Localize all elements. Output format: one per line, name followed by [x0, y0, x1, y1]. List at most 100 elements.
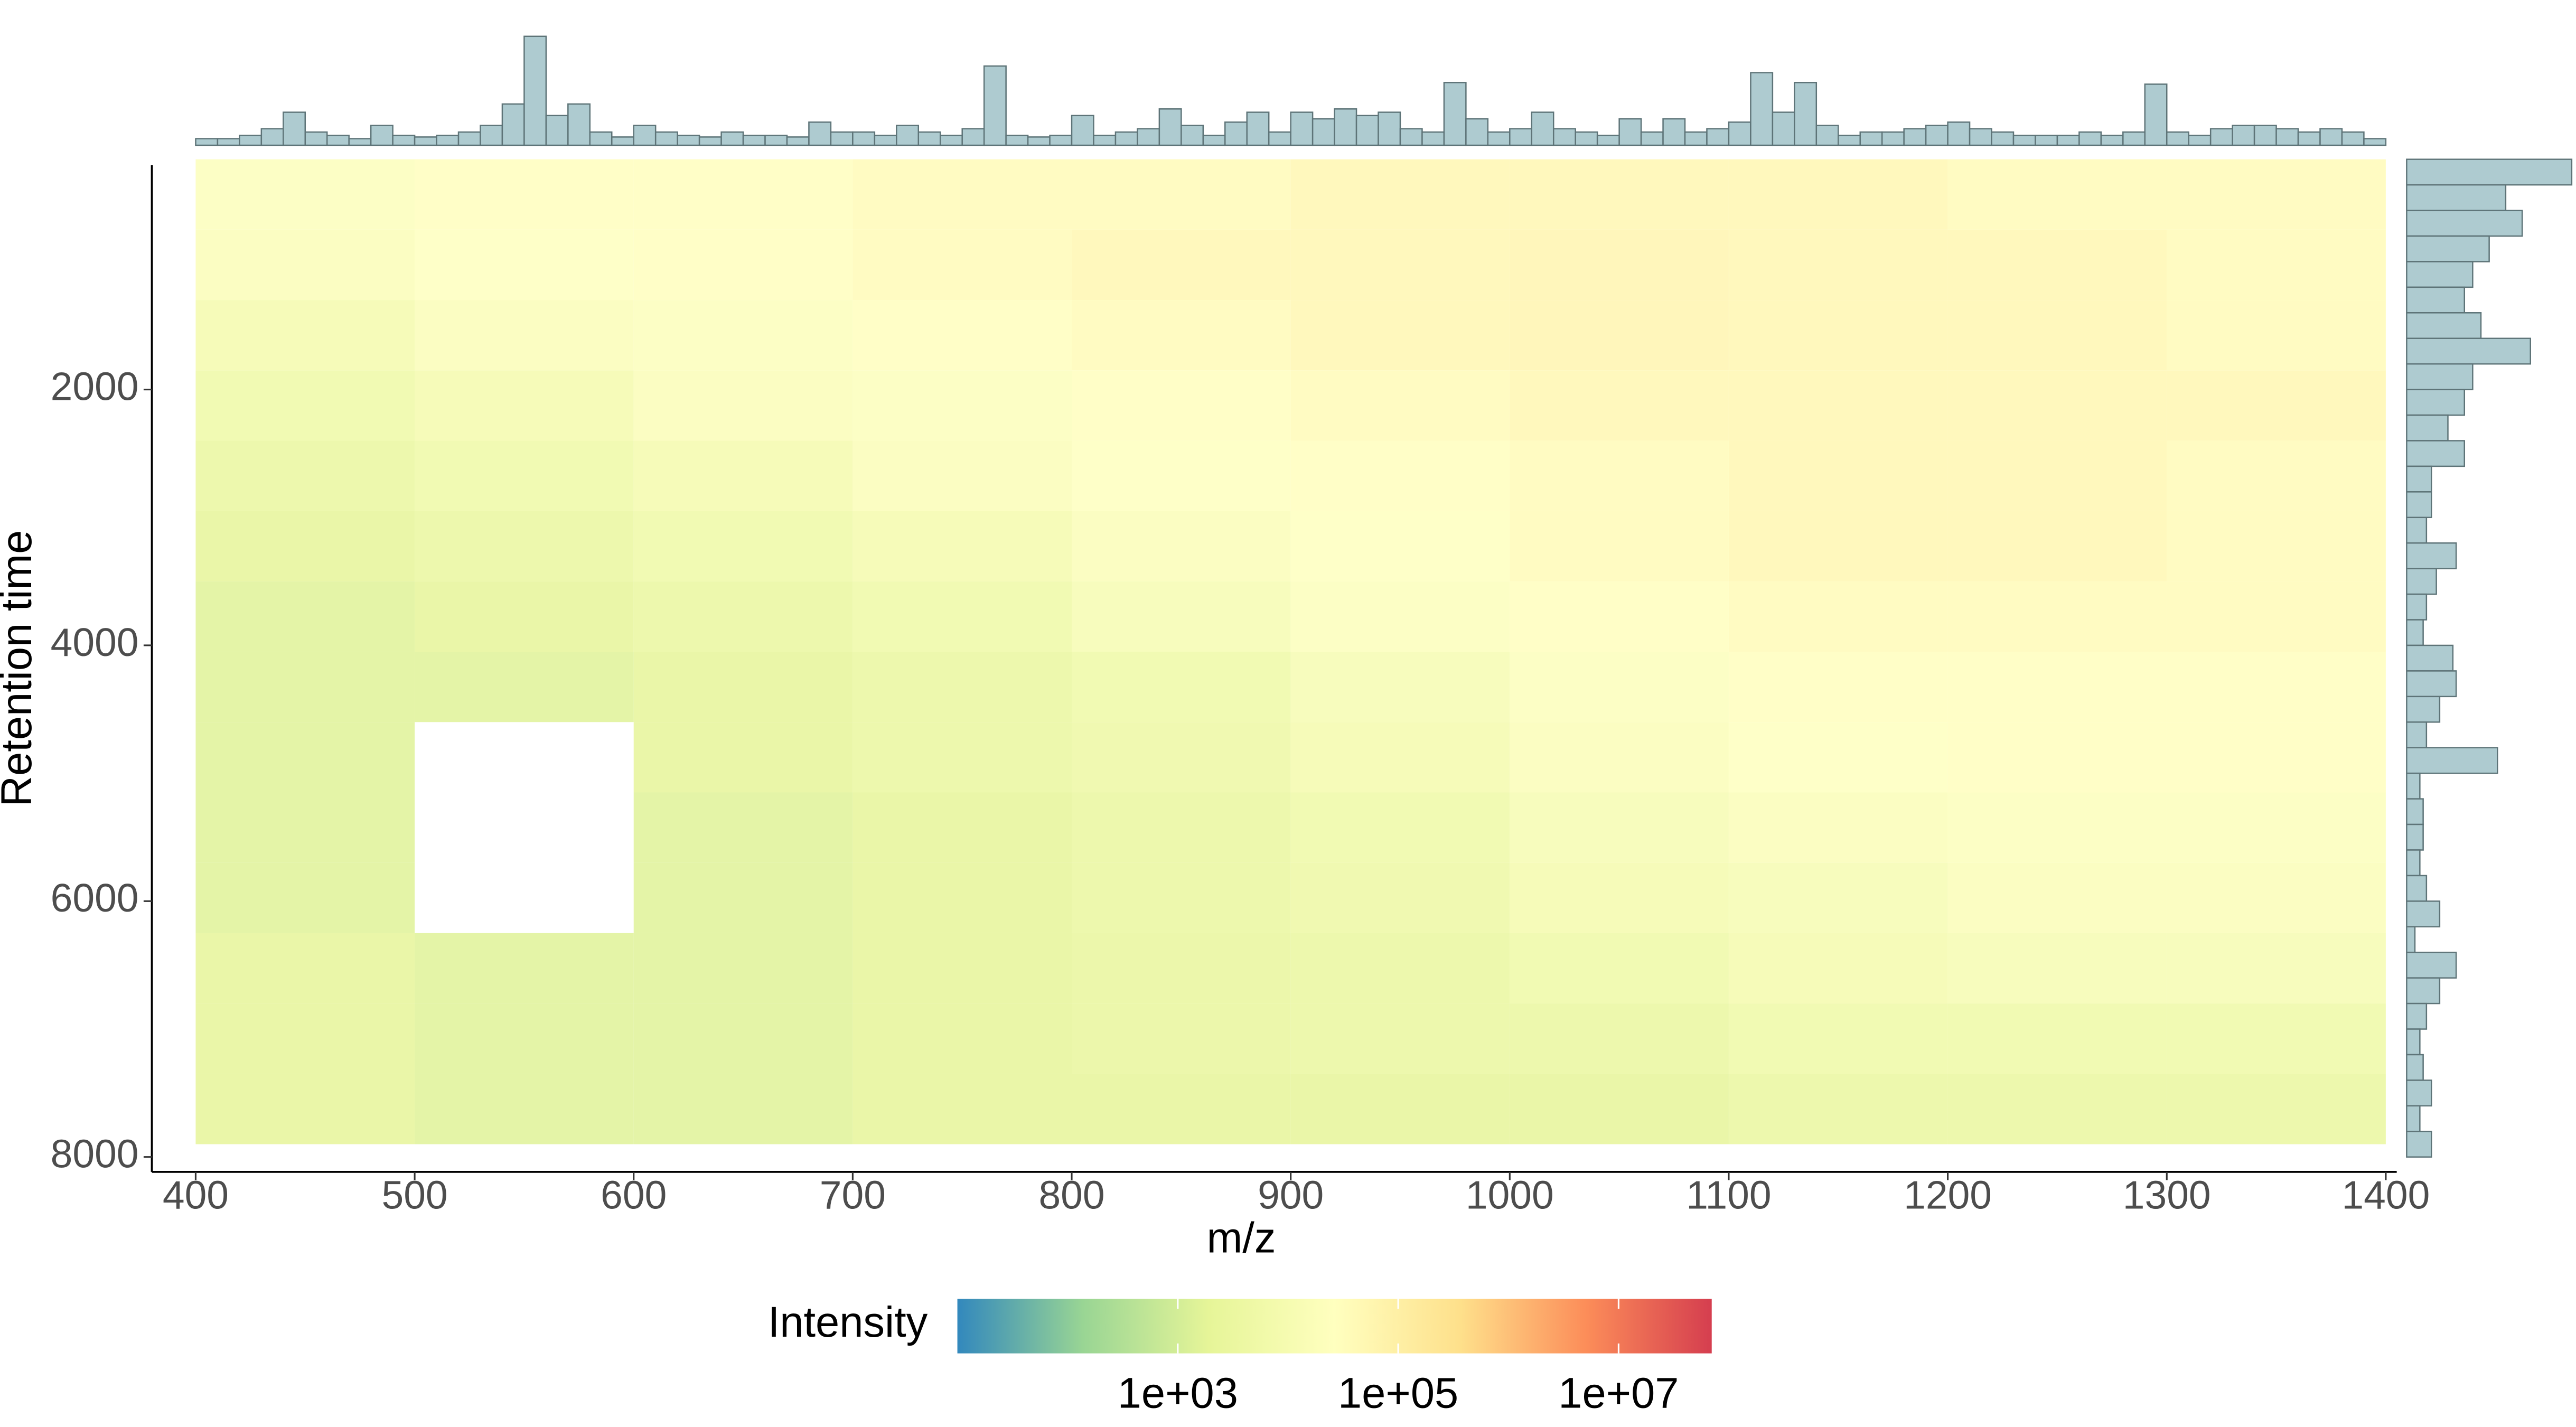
histogram-bar — [1158, 108, 1182, 146]
histogram-bar — [2341, 131, 2365, 146]
histogram-bar — [2406, 414, 2449, 442]
histogram-bar — [436, 135, 460, 146]
histogram-bar — [1903, 128, 1927, 146]
heatmap-cell — [1072, 370, 1291, 441]
heatmap-cell — [2167, 722, 2386, 793]
histogram-bar — [830, 131, 854, 146]
heatmap-cell — [1947, 229, 2167, 301]
heatmap-cell — [195, 1074, 415, 1144]
x-tick-label: 1100 — [1686, 1173, 1771, 1217]
heatmap-cell — [1728, 652, 1948, 722]
histogram-bar — [2406, 696, 2441, 723]
colorbar-tick-label: 1e+03 — [1118, 1369, 1238, 1417]
heatmap-cell — [1947, 933, 2167, 1004]
heatmap-cell — [1510, 1003, 1729, 1074]
histogram-bar — [1202, 135, 1226, 146]
heatmap-cell — [853, 370, 1072, 441]
heatmap-cell — [633, 862, 853, 933]
histogram-bar — [633, 125, 657, 146]
heatmap-cell — [415, 440, 634, 511]
histogram-bar — [2232, 125, 2255, 146]
histogram-bar — [1093, 135, 1117, 146]
heatmap-cell — [415, 1074, 634, 1144]
heatmap-cell — [633, 300, 853, 371]
histogram-bar — [2406, 900, 2441, 928]
heatmap-cell — [415, 933, 634, 1004]
histogram-bar — [239, 135, 263, 146]
histogram-bar — [917, 131, 941, 146]
histogram-bar — [2406, 1028, 2421, 1056]
x-tick-label: 400 — [163, 1173, 229, 1217]
histogram-bar — [2406, 951, 2457, 979]
heatmap-cell — [853, 300, 1072, 371]
histogram-bar — [1750, 72, 1774, 146]
heatmap-cell — [1728, 511, 1948, 581]
y-tick-label: 2000 — [51, 364, 139, 408]
histogram-bar — [852, 131, 876, 146]
heatmap-cell — [195, 581, 415, 652]
histogram-bar — [2406, 849, 2421, 877]
histogram-bar — [480, 125, 503, 146]
histogram-bar — [2406, 1002, 2428, 1030]
histogram-bar — [961, 128, 985, 146]
histogram-bar — [2406, 593, 2428, 621]
heatmap-cell — [1947, 440, 2167, 511]
heatmap-cell — [853, 792, 1072, 863]
heatmap-cell — [415, 652, 634, 722]
histogram-bar — [1443, 82, 1467, 146]
histogram-bar — [1312, 118, 1335, 146]
heatmap-cell — [1947, 511, 2167, 581]
heatmap-cell — [1728, 792, 1948, 863]
histogram-bar — [2406, 158, 2573, 186]
heatmap-cell — [1728, 159, 1948, 230]
y-tick-label: 6000 — [51, 876, 139, 920]
heatmap-cell — [1072, 300, 1291, 371]
histogram-bar — [983, 65, 1007, 146]
histogram-bar — [1838, 135, 1861, 146]
heatmap-cell — [1072, 652, 1291, 722]
histogram-bar — [2406, 721, 2428, 748]
histogram-bar — [2406, 798, 2424, 825]
histogram-bar — [523, 35, 547, 146]
histogram-bar — [896, 125, 920, 146]
histogram-bar — [2406, 491, 2432, 519]
histogram-bar — [2406, 1105, 2421, 1132]
heatmap-cell — [1072, 159, 1291, 230]
histogram-bar — [370, 125, 394, 146]
histogram-bar — [939, 135, 963, 146]
histogram-bar — [348, 138, 372, 146]
histogram-bar — [2406, 619, 2424, 646]
histogram-bar — [1290, 111, 1314, 146]
histogram-bar — [1772, 111, 1795, 146]
heatmap-cell — [415, 300, 634, 371]
histogram-bar — [2406, 977, 2441, 1004]
heatmap-cell — [1510, 933, 1729, 1004]
histogram-bar — [1355, 115, 1379, 146]
histogram-bar — [326, 135, 350, 146]
histogram-bar — [1224, 121, 1248, 146]
heatmap-cell — [1728, 581, 1948, 652]
histogram-bar — [2406, 389, 2465, 416]
heatmap-cell — [1728, 1003, 1948, 1074]
heatmap-cell — [415, 370, 634, 441]
heatmap-cell — [1728, 933, 1948, 1004]
histogram-bar — [2406, 926, 2416, 953]
histogram-bar — [1071, 115, 1094, 146]
histogram-bar — [698, 136, 722, 146]
heatmap-cell — [1290, 1074, 1510, 1144]
histogram-bar — [1399, 128, 1423, 146]
heatmap-cell — [2167, 862, 2386, 933]
histogram-bar — [2144, 83, 2168, 146]
histogram-bar — [1618, 118, 1642, 146]
heatmap-cell — [1510, 159, 1729, 230]
histogram-bar — [1378, 111, 1401, 146]
heatmap-cell — [2167, 933, 2386, 1004]
histogram-bar — [1794, 82, 1818, 146]
heatmap-cell — [1510, 722, 1729, 793]
heatmap-cell — [1072, 581, 1291, 652]
histogram-bar — [2406, 644, 2454, 672]
histogram-bar — [2406, 823, 2424, 851]
histogram-bar — [2122, 131, 2146, 146]
heatmap-cell — [1510, 440, 1729, 511]
